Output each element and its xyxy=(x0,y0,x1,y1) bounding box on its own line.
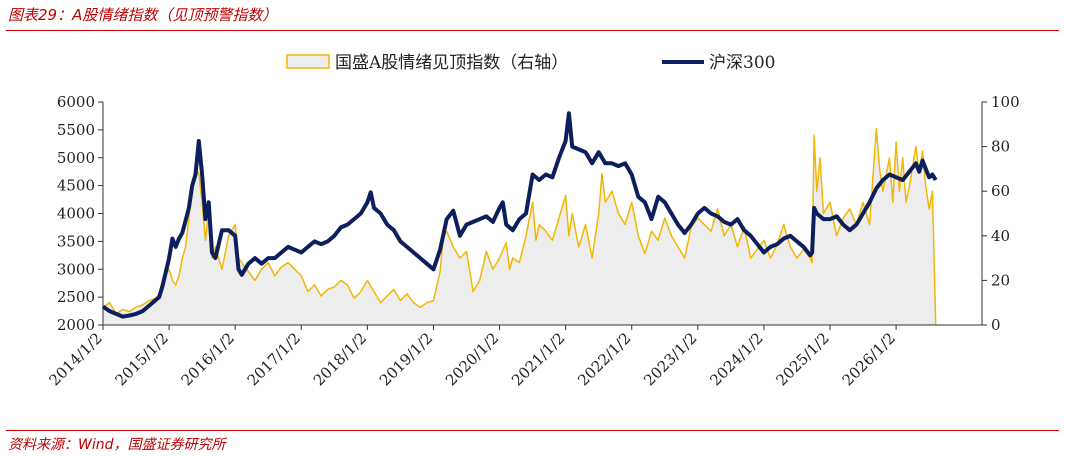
x-tick-label: 2025/1/2 xyxy=(772,329,832,389)
left-tick-label: 2500 xyxy=(57,288,95,306)
left-tick-label: 3500 xyxy=(57,232,95,250)
top-rule xyxy=(6,30,1059,31)
right-tick-label: 80 xyxy=(991,138,1010,156)
x-tick-label: 2024/1/2 xyxy=(706,329,766,389)
figure-caption: 图表29：A股情绪指数（见顶预警指数） xyxy=(8,6,278,24)
right-tick-label: 20 xyxy=(991,271,1010,289)
left-tick-label: 2000 xyxy=(57,316,95,334)
chart: 2000 2500 3000 3500 4000 4500 5000 5500 6000 0 20 4… xyxy=(45,53,1020,390)
legend-swatch-sentiment xyxy=(286,54,330,69)
left-tick-label: 3000 xyxy=(57,260,95,278)
legend-label-hs300: 沪深300 xyxy=(709,53,775,73)
sentiment-area-fill xyxy=(103,128,936,325)
legend-label-sentiment: 国盛A股情绪见顶指数（右轴） xyxy=(335,53,568,73)
x-tick-label: 2015/1/2 xyxy=(112,329,172,389)
x-tick-label: 2021/1/2 xyxy=(508,329,568,389)
left-tick-label: 4500 xyxy=(57,177,95,195)
hs300-line xyxy=(101,111,938,319)
right-tick-label: 0 xyxy=(991,316,1001,334)
x-tick-label: 2018/1/2 xyxy=(310,329,370,389)
hs300-line-layer xyxy=(101,111,938,319)
left-tick-label: 5000 xyxy=(57,149,95,167)
left-tick-label: 4000 xyxy=(57,205,95,223)
x-tick-label: 2017/1/2 xyxy=(244,329,304,389)
legend: 国盛A股情绪见顶指数（右轴） 沪深300 xyxy=(286,53,775,73)
x-tick-label: 2026/1/2 xyxy=(839,329,899,389)
right-tick-label: 60 xyxy=(991,182,1010,200)
left-tick-label: 5500 xyxy=(57,121,95,139)
x-tick-label: 2019/1/2 xyxy=(376,329,436,389)
bottom-rule xyxy=(6,430,1059,431)
sentiment-area-layer xyxy=(102,128,937,326)
right-tick-label: 100 xyxy=(991,93,1020,111)
x-tick-label: 2023/1/2 xyxy=(640,329,700,389)
x-tick-label: 2022/1/2 xyxy=(574,329,634,389)
x-tick-label: 2020/1/2 xyxy=(442,329,502,389)
left-tick-label: 6000 xyxy=(57,93,95,111)
source-note: 资料来源：Wind，国盛证券研究所 xyxy=(8,437,226,453)
x-tick-label: 2016/1/2 xyxy=(178,329,238,389)
x-tick-label: 2014/1/2 xyxy=(45,329,105,389)
right-tick-label: 40 xyxy=(991,227,1010,245)
sentiment-line xyxy=(102,128,937,326)
